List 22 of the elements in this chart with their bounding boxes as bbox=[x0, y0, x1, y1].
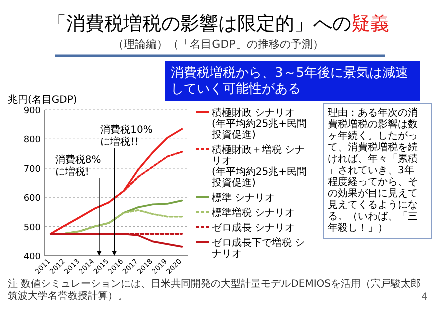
y-tick-label: 500 bbox=[24, 223, 42, 234]
y-axis-title: 兆円(名目GDP) bbox=[8, 94, 78, 106]
legend-label: 積極財政＋増税 シナリオ (年平均約25兆+民間投資促進) bbox=[211, 144, 308, 189]
text: （理論編）（「名目GDP」の推移の予測） bbox=[113, 38, 324, 51]
y-tick-label: 900 bbox=[24, 106, 42, 116]
ref-line-label: 消費税8% に増税! bbox=[55, 154, 102, 178]
chart-title: 「消費税増税の影響は限定的」への疑義 bbox=[48, 13, 390, 35]
text: 4 bbox=[422, 292, 428, 303]
text: 消費税増税から、3～5年後に景気は減速していく可能性がある bbox=[171, 65, 409, 97]
text: 理由：ある年次の消費税増税の影響は数ヶ年続く。したがって、消費税増税を続ければ、年々「累積」されていき、3年程度経ってから、その効果が目に見えて見えてくるようになる。（いわば、「三年殺し！」） bbox=[328, 108, 418, 234]
y-tick-label: 400 bbox=[24, 252, 42, 262]
legend-label: ゼロ成長 シナリオ bbox=[212, 222, 296, 234]
y-tick-label: 600 bbox=[24, 194, 42, 204]
y-tick-label: 700 bbox=[24, 164, 42, 175]
text: 注 数値シミュレーションには、日米共同開発の大型計量モデルDEMIOSを活用（宍戸駿太郎筑波大学名誉教授計算）。 bbox=[8, 278, 421, 302]
legend-label: 標準増税 シナリオ bbox=[212, 207, 296, 219]
legend-label: 標準 シナリオ bbox=[212, 192, 276, 204]
legend-label: 積極財政 シナリオ (年平均約25兆+民間投資促進) bbox=[211, 107, 308, 141]
y-tick-label: 800 bbox=[24, 136, 42, 146]
legend-label: ゼロ成長下で増税 シナリオ bbox=[212, 237, 306, 260]
ref-line-label: 消費税10% に増税!! bbox=[100, 124, 153, 148]
line-series bbox=[64, 210, 184, 235]
